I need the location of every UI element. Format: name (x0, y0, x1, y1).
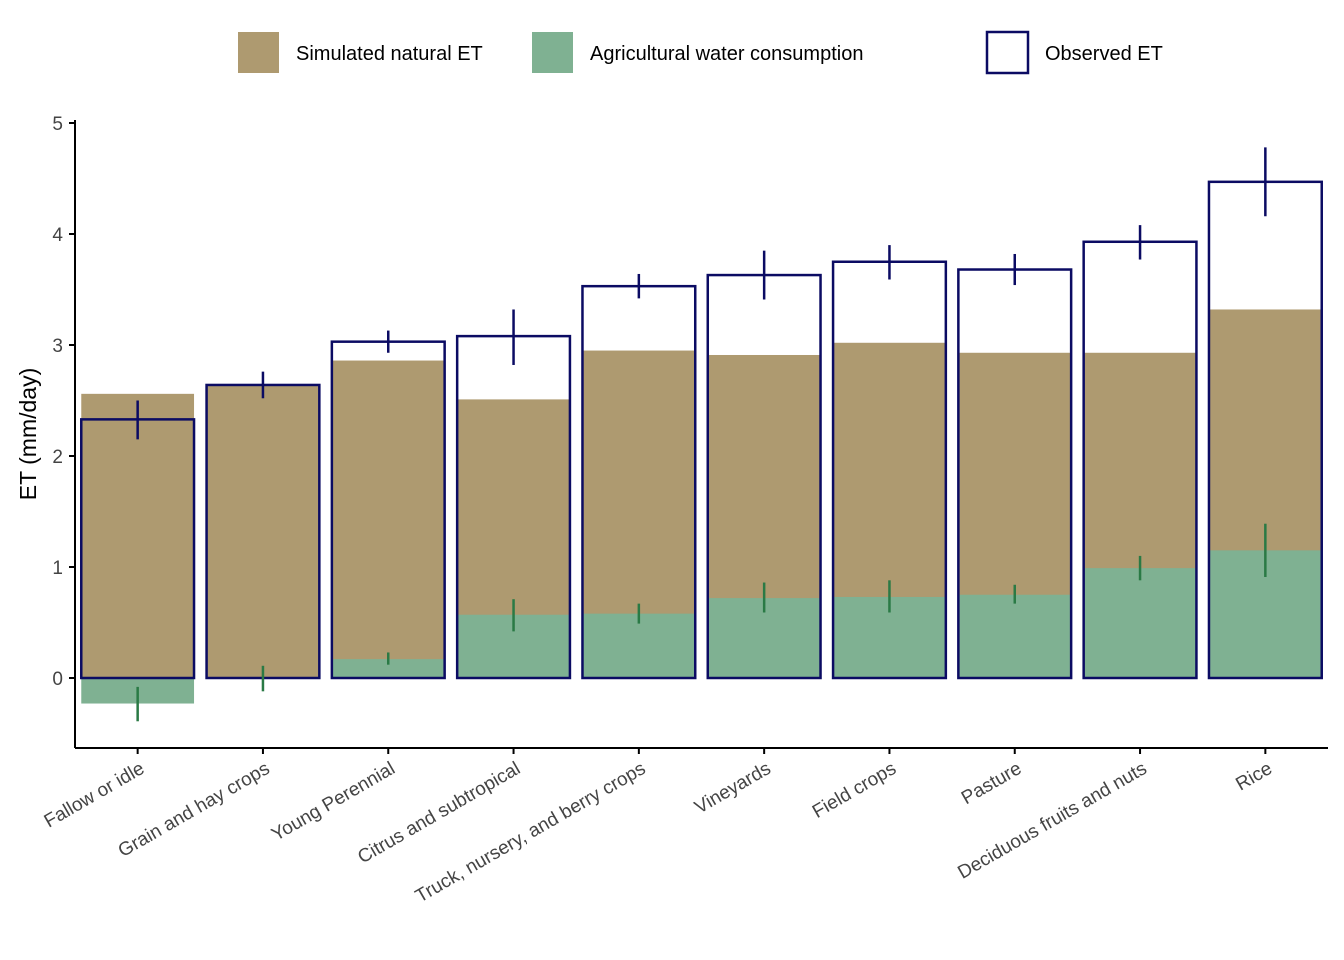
x-tick-label: Fallow or idle (41, 758, 148, 832)
y-tick-label: 1 (52, 558, 63, 579)
y-tick-label: 2 (52, 447, 63, 468)
natural-bar (206, 384, 320, 678)
agricultural-error-bars (136, 523, 1267, 722)
y-tick-label: 3 (52, 336, 63, 357)
legend-label-natural: Simulated natural ET (296, 43, 483, 65)
legend-swatch-ag (532, 32, 573, 73)
x-tick-label: Field crops (809, 758, 900, 823)
x-tick-label: Rice (1232, 758, 1275, 795)
legend-label-observed: Observed ET (1045, 43, 1163, 65)
observed-error-bars (136, 147, 1267, 440)
y-tick-label: 4 (52, 225, 63, 246)
axes (74, 120, 1328, 749)
agricultural-bar (331, 659, 445, 678)
legend-label-ag: Agricultural water consumption (590, 43, 863, 65)
x-tick-label: Truck, nursery, and berry crops (412, 758, 649, 907)
x-tick-label: Young Perennial (268, 758, 399, 846)
y-tick-label: 0 (52, 669, 63, 690)
natural-bar (81, 393, 195, 678)
agricultural-bar (958, 594, 1072, 678)
legend-swatch-observed (985, 30, 1030, 75)
y-ticks: 0 1 2 3 4 5 (52, 114, 75, 690)
x-tick-label: Pasture (958, 758, 1025, 809)
y-axis-label: ET (mm/day) (15, 368, 41, 500)
legend-swatch-natural (238, 32, 279, 73)
agricultural-bar (1083, 568, 1197, 678)
y-tick-label: 5 (52, 114, 63, 135)
natural-bar (331, 360, 445, 678)
x-tick-label: Vineyards (691, 758, 774, 818)
legend: Simulated natural ET Agricultural water c… (238, 30, 1163, 75)
agricultural-bar (582, 613, 696, 678)
